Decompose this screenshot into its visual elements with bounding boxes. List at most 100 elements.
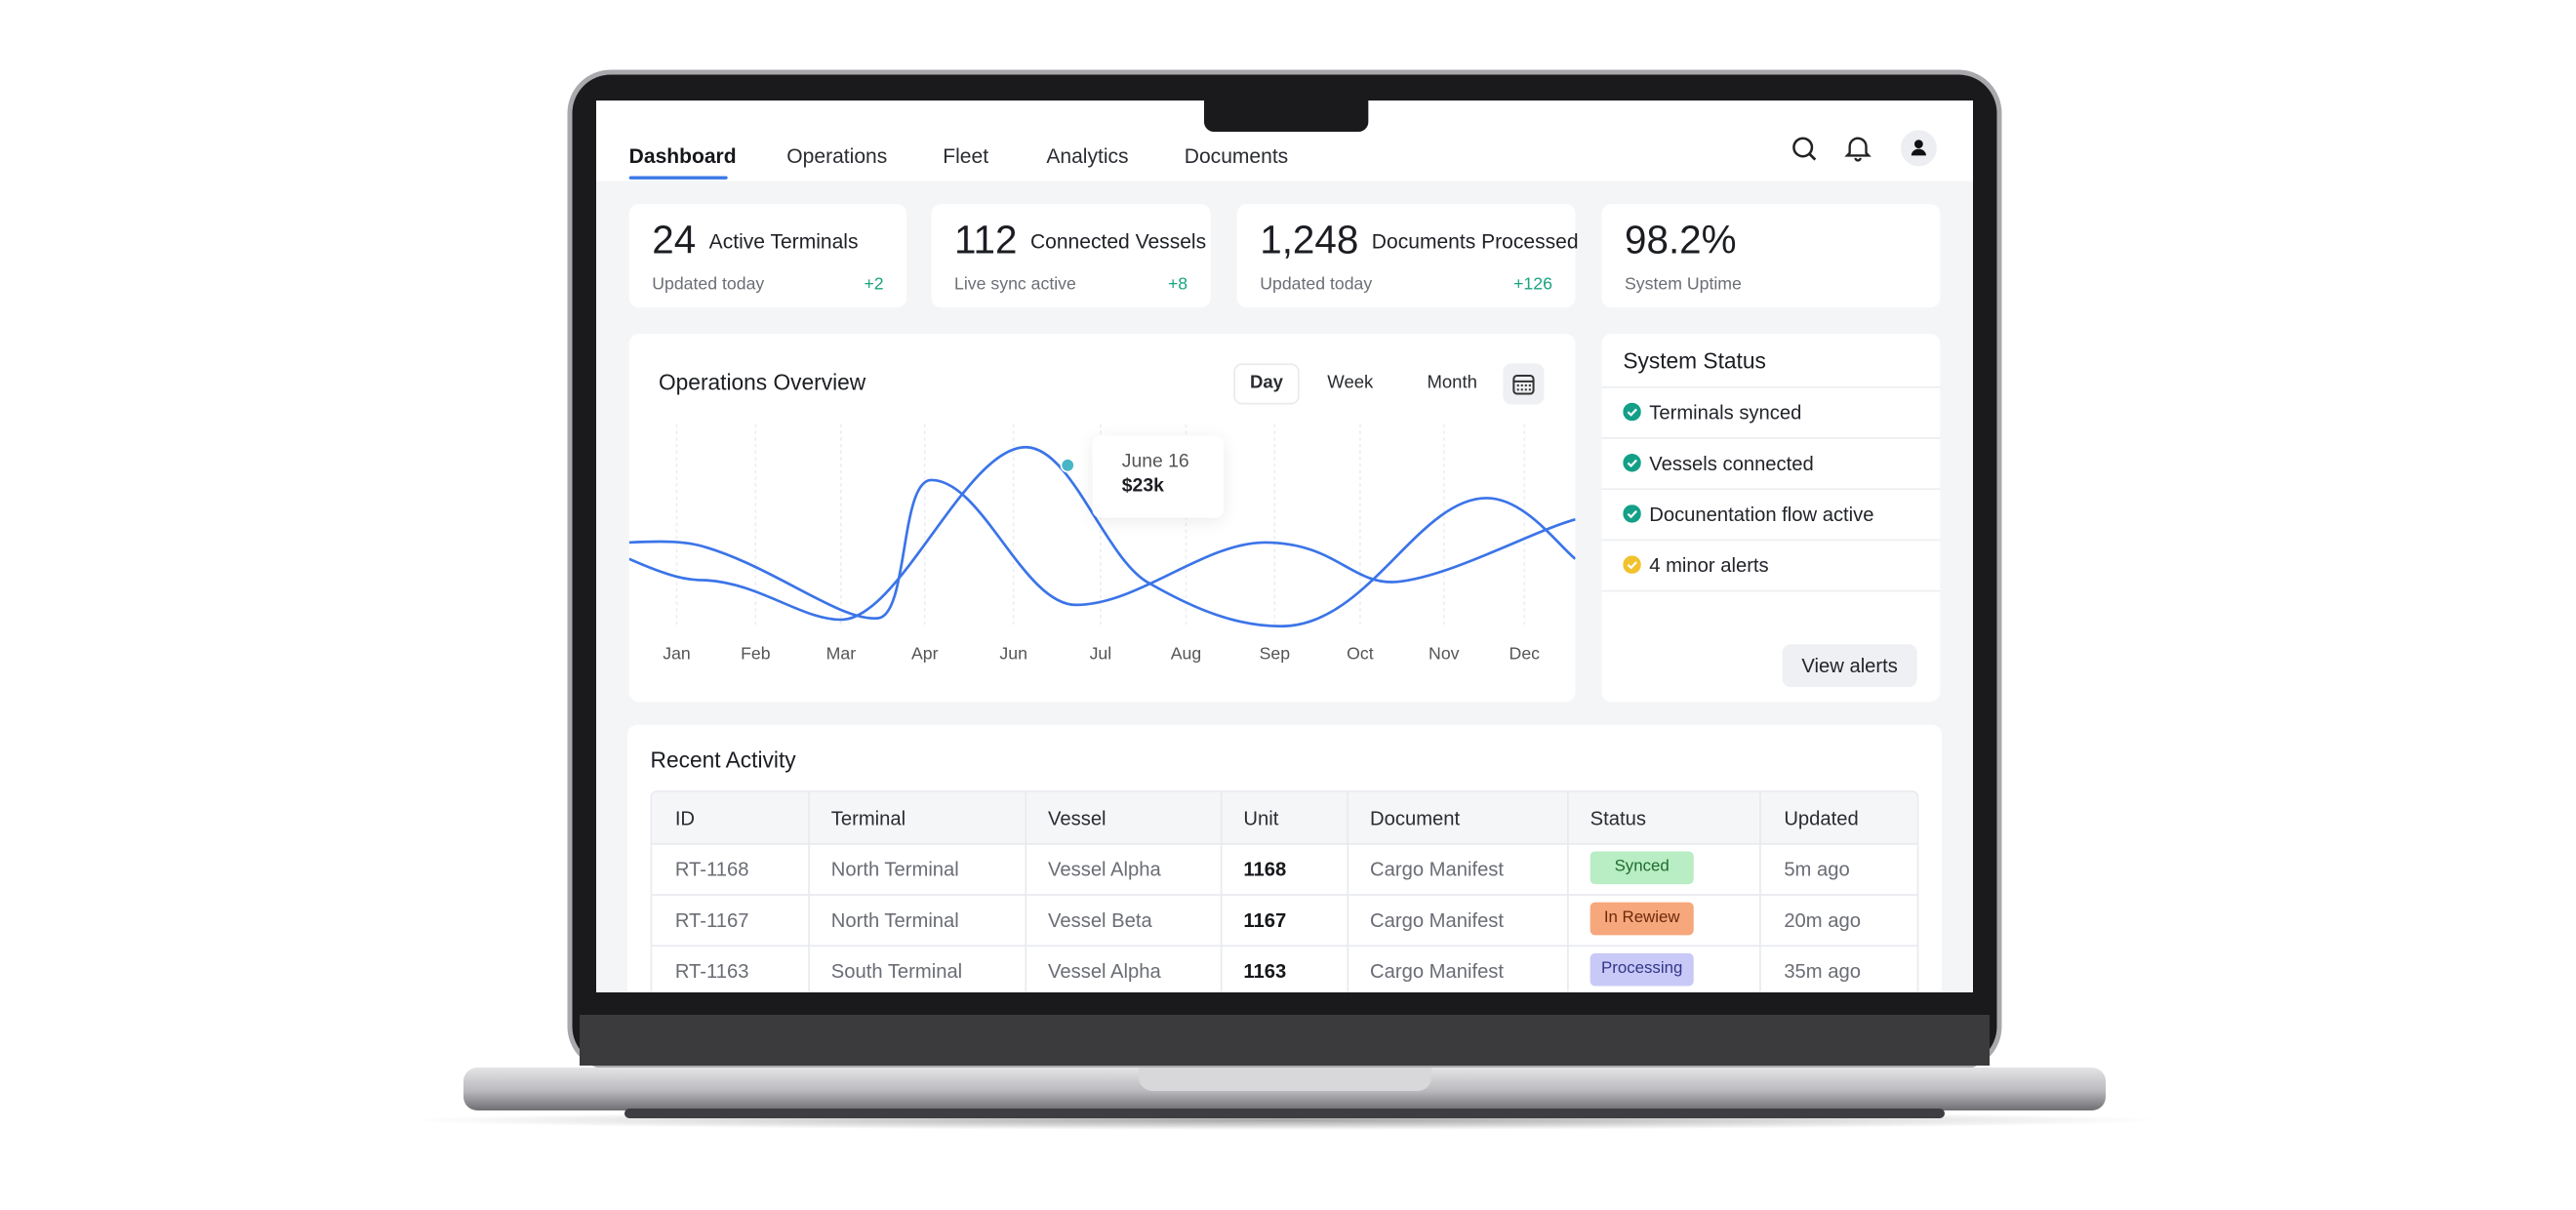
table-cell: Vessel Beta bbox=[1048, 908, 1152, 932]
month-label: Aug bbox=[1170, 644, 1202, 665]
nav-item[interactable]: Documents bbox=[1184, 144, 1289, 169]
base-foot bbox=[624, 1109, 1945, 1118]
row-divider bbox=[652, 843, 1917, 845]
shape bbox=[1516, 383, 1519, 386]
camera-notch bbox=[1203, 101, 1369, 132]
stat-delta: +8 bbox=[1167, 274, 1188, 295]
activity-title: Recent Activity bbox=[650, 747, 796, 773]
month-label: Oct bbox=[1347, 644, 1374, 665]
status-card: System Status Terminals synced Vessels con… bbox=[1601, 334, 1941, 703]
status-item: Vessels connected bbox=[1649, 452, 1814, 475]
table-header-bg bbox=[652, 791, 1917, 844]
table-cell: North Terminal bbox=[830, 908, 959, 932]
stat-card: 1,248 Documents Processed Updated today +12… bbox=[1236, 204, 1579, 308]
stat-delta: +2 bbox=[864, 274, 884, 295]
shape bbox=[1623, 402, 1641, 422]
shape bbox=[1792, 137, 1814, 158]
shape bbox=[1520, 388, 1523, 391]
shape bbox=[1627, 561, 1637, 570]
range-label: Day bbox=[1249, 373, 1283, 393]
range-button[interactable]: Month bbox=[1406, 363, 1498, 404]
operations-title: Operations Overview bbox=[658, 370, 866, 395]
column-header: Status bbox=[1590, 806, 1646, 830]
column-header: Document bbox=[1370, 806, 1461, 830]
icon bbox=[1792, 137, 1817, 161]
stat-note: Live sync active bbox=[954, 274, 1076, 295]
icon bbox=[1623, 555, 1641, 574]
range-button[interactable]: Week bbox=[1317, 363, 1383, 404]
column-header: Terminal bbox=[830, 806, 906, 830]
stat-value: 1,248 bbox=[1260, 219, 1359, 263]
table-cell: Vessel Alpha bbox=[1048, 858, 1161, 881]
status-item: Terminals synced bbox=[1649, 401, 1802, 424]
stat-row: 98.2% bbox=[1625, 222, 1737, 262]
icon bbox=[1623, 453, 1641, 472]
table-cell: Vessel Alpha bbox=[1048, 959, 1161, 984]
shape bbox=[1627, 459, 1637, 468]
column-divider bbox=[1347, 791, 1349, 992]
range-label: Week bbox=[1327, 373, 1374, 393]
nav-item[interactable]: Operations bbox=[786, 144, 888, 169]
row-divider bbox=[652, 894, 1917, 896]
icon bbox=[1844, 137, 1872, 162]
nav-item[interactable]: Analytics bbox=[1046, 144, 1129, 169]
stat-value: 98.2% bbox=[1624, 219, 1737, 263]
shape bbox=[1528, 383, 1531, 386]
stat-card: 24 Active Terminals Updated today +2 bbox=[628, 204, 907, 308]
table-cell: RT-1168 bbox=[674, 858, 749, 881]
status-pill: Processing bbox=[1590, 952, 1694, 987]
column-divider bbox=[1567, 791, 1569, 992]
table: ID Terminal Vessel Unit Document Status Update… bbox=[650, 790, 1919, 992]
divider bbox=[1601, 589, 1941, 592]
stat-row: 1,248 Documents Processed bbox=[1260, 222, 1578, 262]
column-divider bbox=[1759, 791, 1761, 992]
column-divider bbox=[1220, 791, 1223, 992]
table-cell: Cargo Manifest bbox=[1370, 858, 1505, 881]
dashboard: Dashboard Operations Fleet Analytics Documen… bbox=[596, 101, 1973, 992]
range-label: Month bbox=[1427, 373, 1477, 393]
month-label: Apr bbox=[910, 644, 939, 665]
tooltip-dot bbox=[1060, 458, 1075, 473]
divider bbox=[1601, 437, 1941, 439]
divider bbox=[1601, 539, 1941, 542]
stat-value: 112 bbox=[954, 219, 1018, 263]
divider bbox=[1601, 488, 1941, 491]
calendar-button[interactable] bbox=[1503, 363, 1545, 405]
shape bbox=[1808, 152, 1817, 161]
status-item: Docunentation flow active bbox=[1649, 503, 1874, 527]
month-label: Sep bbox=[1259, 644, 1291, 665]
status-title: System Status bbox=[1623, 348, 1766, 374]
month-label: Dec bbox=[1509, 644, 1541, 665]
shape bbox=[1623, 555, 1641, 574]
nav-item[interactable]: Fleet bbox=[943, 144, 989, 169]
view-alerts-button[interactable]: View alerts bbox=[1782, 644, 1917, 688]
status-item: 4 minor alerts bbox=[1649, 553, 1769, 578]
icon bbox=[1512, 375, 1535, 395]
shape bbox=[1516, 388, 1519, 391]
row-divider bbox=[652, 945, 1917, 948]
table-cell: South Terminal bbox=[830, 959, 963, 984]
nav-item[interactable]: Dashboard bbox=[628, 144, 737, 169]
button-label: View alerts bbox=[1801, 654, 1898, 677]
column-header: ID bbox=[674, 806, 696, 830]
tooltip-date: June 16 bbox=[1121, 452, 1189, 472]
column-header: Unit bbox=[1243, 806, 1279, 830]
nav-underline bbox=[628, 176, 728, 180]
range-button[interactable]: Day bbox=[1233, 363, 1300, 405]
icon bbox=[1900, 130, 1937, 167]
month-label: Mar bbox=[825, 644, 857, 665]
table-cell: North Terminal bbox=[830, 858, 959, 881]
column-header: Updated bbox=[1784, 806, 1859, 830]
shape bbox=[1512, 375, 1535, 395]
stat-card: 98.2% System Uptime bbox=[1601, 204, 1941, 308]
stat-label: Documents Processed bbox=[1371, 229, 1579, 254]
table-cell: 1167 bbox=[1243, 908, 1287, 932]
stat-note: Updated today bbox=[652, 274, 765, 295]
shape bbox=[1520, 383, 1523, 386]
stat-label: Active Terminals bbox=[708, 229, 859, 254]
stat-note: System Uptime bbox=[1624, 274, 1742, 295]
table-cell: 35m ago bbox=[1784, 959, 1861, 984]
table-cell: RT-1167 bbox=[674, 908, 749, 932]
shape bbox=[1627, 510, 1637, 519]
stat-delta: +126 bbox=[1513, 274, 1552, 295]
